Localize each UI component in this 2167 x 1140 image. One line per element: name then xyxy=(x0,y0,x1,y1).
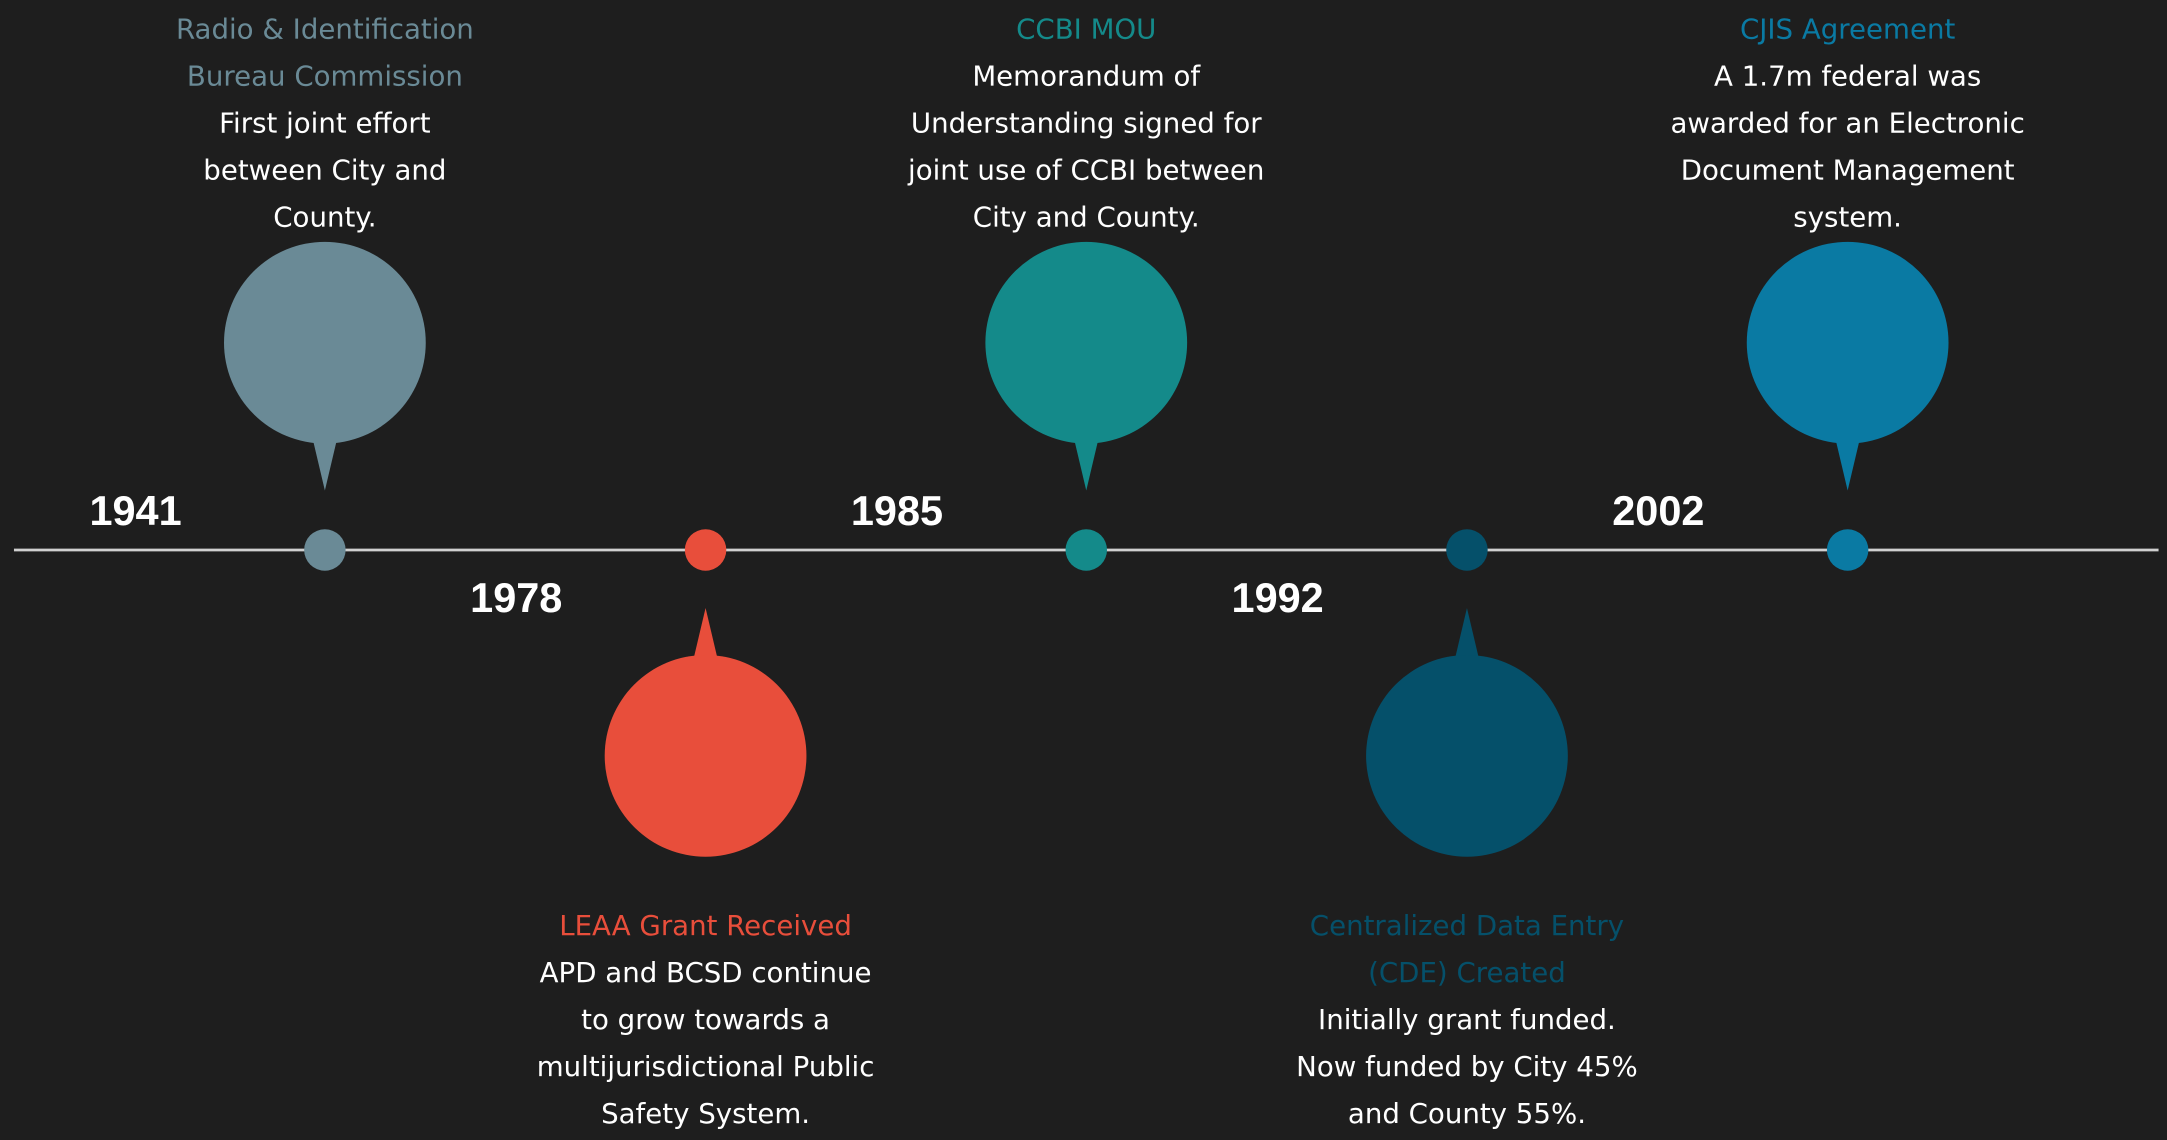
event-description: Now funded by City 45% xyxy=(1296,1050,1638,1083)
event-title: CCBI MOU xyxy=(1016,12,1156,45)
event-description: Safety System. xyxy=(601,1097,810,1130)
event-title: Radio & Identification xyxy=(176,12,474,45)
event-description: County. xyxy=(273,200,376,233)
bubble xyxy=(224,241,426,444)
event-description: A 1.7m federal was xyxy=(1714,59,1981,92)
bubble xyxy=(604,654,807,857)
event-description: Document Management xyxy=(1681,153,2015,186)
event-title: CJIS Agreement xyxy=(1740,12,1955,45)
event-description: City and County. xyxy=(973,200,1200,233)
event-title: Centralized Data Entry xyxy=(1310,909,1624,942)
event-description: Initially grant funded. xyxy=(1318,1003,1616,1036)
bubble xyxy=(1366,654,1568,857)
timeline-dot xyxy=(304,529,346,571)
event-description: between City and xyxy=(203,153,446,186)
event-year: 1941 xyxy=(89,487,181,534)
event-description: Memorandum of xyxy=(972,59,1201,92)
timeline-dot xyxy=(1065,529,1107,571)
event-description: First joint effort xyxy=(219,106,431,139)
event-description: system. xyxy=(1793,200,1902,233)
timeline-dot xyxy=(1446,529,1488,571)
timeline-dot xyxy=(1826,529,1869,571)
event-description: multijurisdictional Public xyxy=(537,1050,875,1083)
event-description: Understanding signed for xyxy=(911,106,1262,139)
event-description: joint use of CCBI between xyxy=(907,153,1264,186)
event-title: (CDE) Created xyxy=(1368,956,1566,989)
event-title: LEAA Grant Received xyxy=(559,909,852,942)
event-year: 2002 xyxy=(1612,487,1704,534)
bubble xyxy=(1746,241,1949,444)
event-description: to grow towards a xyxy=(581,1003,830,1036)
timeline-dot xyxy=(684,529,727,571)
event-description: and County 55%. xyxy=(1348,1097,1586,1130)
event-year: 1978 xyxy=(470,574,562,621)
event-title: Bureau Commission xyxy=(187,59,463,92)
bubble xyxy=(985,241,1188,444)
event-year: 1985 xyxy=(851,487,943,534)
event-description: APD and BCSD continue xyxy=(540,956,872,989)
event-year: 1992 xyxy=(1232,574,1324,621)
event-description: awarded for an Electronic xyxy=(1670,106,2024,139)
